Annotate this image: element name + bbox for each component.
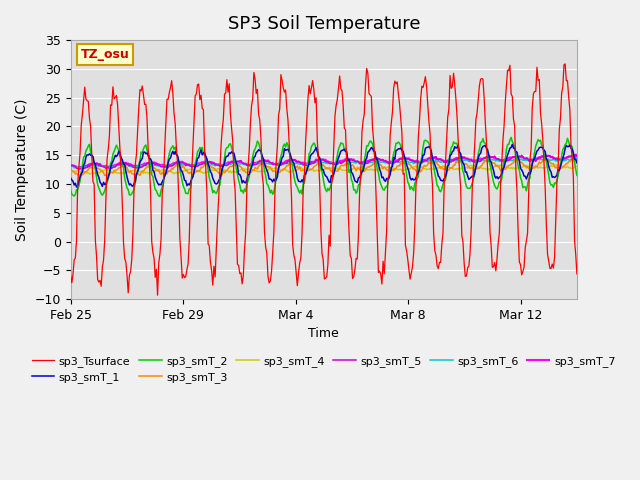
sp3_smT_1 [468,173,476,179]
Line: sp3_Tsurface: sp3_Tsurface [70,64,577,295]
sp3_smT_3 [573,157,580,163]
sp3_smT_5 [67,163,74,168]
sp3_smT_6 [573,156,580,161]
sp3_smT_2 [573,172,580,178]
sp3_smT_5 [468,158,476,164]
sp3_smT_3 [571,156,579,162]
sp3_smT_6 [532,158,540,164]
sp3_Tsurface [573,271,580,277]
Line: sp3_smT_3: sp3_smT_3 [70,159,577,176]
sp3_smT_5 [573,153,580,158]
sp3_smT_5 [458,154,466,159]
sp3_smT_4 [527,161,535,167]
sp3_smT_1 [67,175,74,181]
sp3_smT_7 [458,156,466,161]
X-axis label: Time: Time [308,327,339,340]
sp3_Tsurface [561,61,569,67]
Line: sp3_smT_7: sp3_smT_7 [70,155,577,168]
sp3_smT_5 [572,152,580,157]
sp3_Tsurface [154,292,161,298]
sp3_smT_4 [107,168,115,174]
sp3_smT_1 [458,157,466,163]
sp3_smT_3 [107,170,115,176]
sp3_smT_2 [508,134,515,140]
sp3_smT_1 [107,165,115,171]
Line: sp3_smT_6: sp3_smT_6 [70,158,577,168]
sp3_smT_2 [362,151,369,157]
sp3_smT_2 [67,188,74,193]
sp3_smT_5 [107,165,115,171]
sp3_smT_6 [468,158,476,164]
sp3_smT_1 [362,157,369,163]
sp3_smT_7 [107,164,115,170]
sp3_smT_4 [468,163,476,168]
sp3_smT_7 [67,163,74,168]
sp3_smT_4 [419,165,427,171]
Title: SP3 Soil Temperature: SP3 Soil Temperature [228,15,420,33]
sp3_smT_6 [107,163,115,169]
sp3_smT_3 [468,164,476,170]
sp3_smT_5 [532,158,540,164]
sp3_Tsurface [106,133,113,139]
sp3_smT_3 [532,163,540,169]
sp3_smT_1 [508,142,516,147]
sp3_smT_5 [362,159,369,165]
sp3_smT_2 [458,161,466,167]
sp3_Tsurface [468,182,476,188]
sp3_smT_4 [533,164,541,169]
sp3_smT_3 [104,173,112,179]
sp3_smT_2 [468,180,476,186]
Line: sp3_smT_4: sp3_smT_4 [70,164,577,174]
sp3_smT_4 [573,163,580,169]
sp3_smT_5 [419,159,427,165]
sp3_smT_6 [76,166,84,171]
sp3_smT_3 [362,167,369,172]
sp3_smT_6 [570,155,577,161]
sp3_smT_2 [156,193,164,199]
sp3_smT_2 [106,168,113,174]
Y-axis label: Soil Temperature (C): Soil Temperature (C) [15,98,29,241]
sp3_smT_2 [419,144,427,150]
sp3_smT_7 [532,156,540,162]
sp3_smT_5 [75,167,83,172]
sp3_smT_7 [573,152,580,158]
sp3_Tsurface [67,273,74,278]
sp3_smT_3 [458,158,466,164]
sp3_smT_4 [93,171,100,177]
sp3_smT_4 [458,166,466,172]
Line: sp3_smT_1: sp3_smT_1 [70,144,577,187]
sp3_smT_3 [419,165,427,170]
Line: sp3_smT_2: sp3_smT_2 [70,137,577,196]
sp3_Tsurface [362,83,369,88]
Line: sp3_smT_5: sp3_smT_5 [70,155,577,169]
sp3_Tsurface [458,232,466,238]
sp3_smT_6 [419,159,427,165]
Text: TZ_osu: TZ_osu [81,48,129,61]
sp3_smT_1 [533,148,541,154]
sp3_smT_2 [533,140,541,146]
sp3_smT_1 [73,184,81,190]
sp3_smT_1 [419,152,427,158]
sp3_smT_6 [362,161,369,167]
sp3_smT_7 [362,158,369,164]
sp3_smT_7 [468,158,476,164]
sp3_Tsurface [419,85,427,91]
sp3_smT_7 [74,165,81,171]
sp3_smT_4 [67,169,74,175]
sp3_smT_1 [573,160,580,166]
Legend: sp3_Tsurface, sp3_smT_1, sp3_smT_2, sp3_smT_3, sp3_smT_4, sp3_smT_5, sp3_smT_6, : sp3_Tsurface, sp3_smT_1, sp3_smT_2, sp3_… [28,351,620,387]
sp3_smT_4 [362,165,369,171]
sp3_smT_6 [458,157,466,163]
sp3_smT_7 [419,157,427,163]
sp3_Tsurface [532,88,540,94]
sp3_smT_6 [67,163,74,169]
sp3_smT_3 [67,166,74,171]
